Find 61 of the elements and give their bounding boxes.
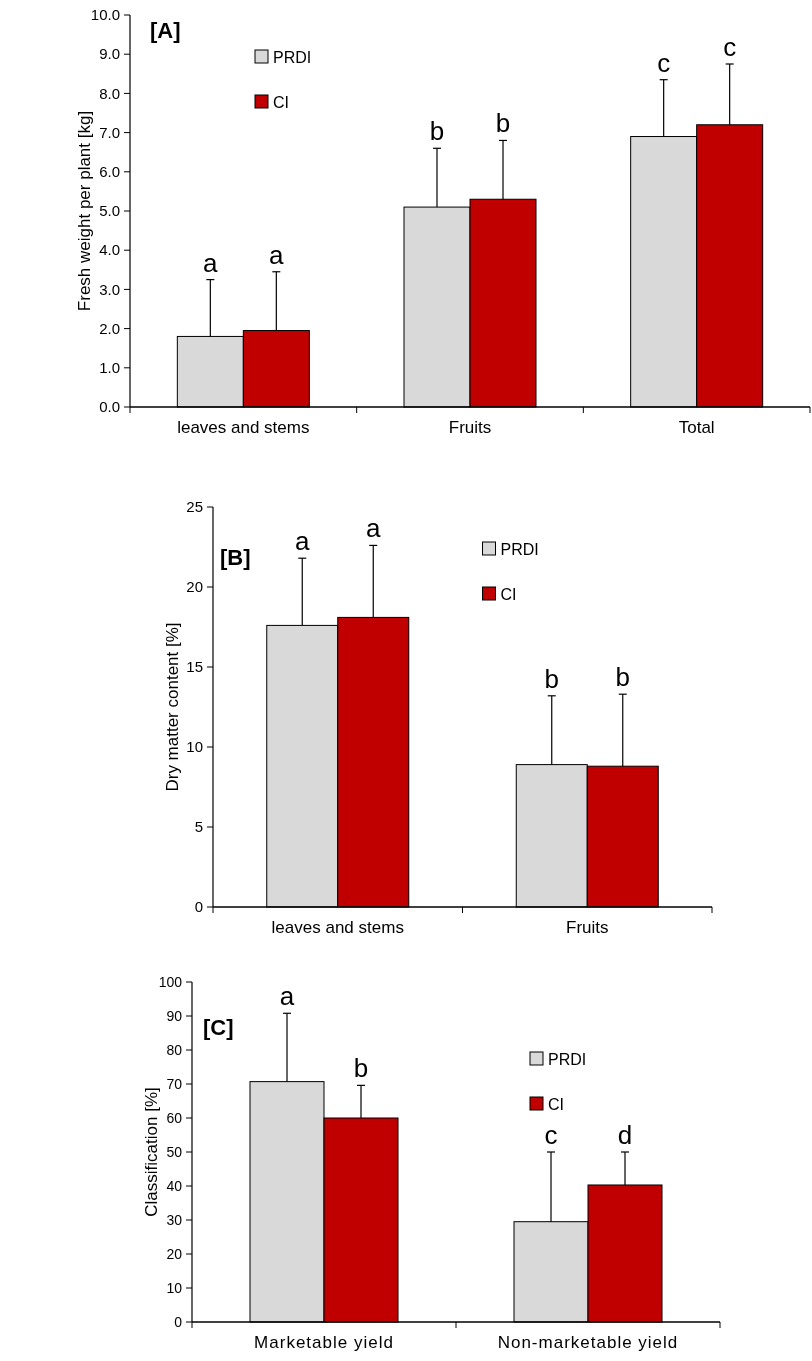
y-tick-label: 8.0 (99, 84, 120, 102)
y-tick-label: 10 (186, 738, 203, 756)
legend-label: PRDI (548, 1050, 587, 1068)
y-tick-label: 10 (166, 1279, 183, 1296)
annotation: c (657, 47, 671, 78)
y-tick-label: 20 (166, 1245, 183, 1262)
y-tick-label: 15 (186, 658, 203, 676)
y-tick-label: 25 (186, 498, 203, 516)
y-tick-label: 5 (194, 818, 203, 836)
legend-label: PRDI (273, 48, 312, 66)
y-tick-label: 2.0 (99, 319, 120, 337)
x-tick-label: Fruits (566, 918, 609, 937)
annotation: a (366, 513, 382, 544)
y-tick-label: 50 (166, 1143, 183, 1160)
y-tick-label: 10.0 (90, 6, 120, 24)
y-tick-label: 70 (166, 1075, 183, 1092)
x-tick-label: Fruits (448, 418, 492, 437)
annotation: a (279, 981, 295, 1012)
y-tick-label: 9.0 (99, 45, 120, 63)
y-tick-label: 20 (186, 578, 203, 596)
annotation: c (544, 1120, 558, 1150)
text: [B] (220, 545, 251, 570)
y-tick-label: 40 (166, 1177, 183, 1194)
x-tick-label: leaves and stems (177, 418, 310, 437)
annotation: a (269, 239, 285, 270)
y-tick-label: 6.0 (99, 163, 120, 181)
y-tick-label: 0 (174, 1313, 183, 1330)
x-tick-label: Non-marketable yield (497, 1333, 679, 1352)
y-tick-label: 90 (166, 1007, 183, 1024)
y-tick-label: 0 (194, 898, 203, 916)
annotation: b (429, 116, 445, 147)
y-tick-label: 5.0 (99, 202, 120, 220)
chart-title: [A] (150, 18, 181, 43)
y-tick-label: 1.0 (99, 359, 120, 377)
y-axis-title: Classification [%] (142, 1087, 161, 1217)
annotation: b (544, 663, 559, 694)
x-tick-label: leaves and stems (271, 918, 404, 937)
annotation: b (615, 662, 630, 693)
x-tick-label: Marketable yield (254, 1333, 394, 1352)
y-tick-label: 3.0 (99, 280, 120, 298)
legend-label: CI (273, 93, 289, 111)
annotation: b (353, 1053, 369, 1084)
y-tick-label: 7.0 (99, 123, 120, 141)
y-tick-label: 80 (166, 1041, 183, 1058)
x-tick-label: Total (678, 418, 715, 437)
annotation: d (617, 1120, 633, 1150)
annotation: c (723, 32, 737, 62)
y-axis-title: Dry matter content [%] (163, 622, 182, 792)
legend-label: PRDI (500, 540, 539, 558)
y-axis-title: Fresh weight per plant [kg] (75, 110, 94, 312)
text: [C] (203, 1015, 234, 1040)
y-tick-label: 60 (166, 1109, 183, 1126)
annotation: a (295, 526, 311, 557)
y-tick-label: 100 (158, 973, 183, 990)
annotation: a (203, 247, 219, 278)
annotation: b (495, 108, 511, 139)
y-tick-label: 4.0 (99, 241, 120, 259)
legend-label: CI (500, 585, 517, 603)
y-tick-label: 0.0 (99, 398, 120, 416)
y-tick-label: 30 (166, 1211, 183, 1228)
legend-label: CI (548, 1095, 564, 1113)
